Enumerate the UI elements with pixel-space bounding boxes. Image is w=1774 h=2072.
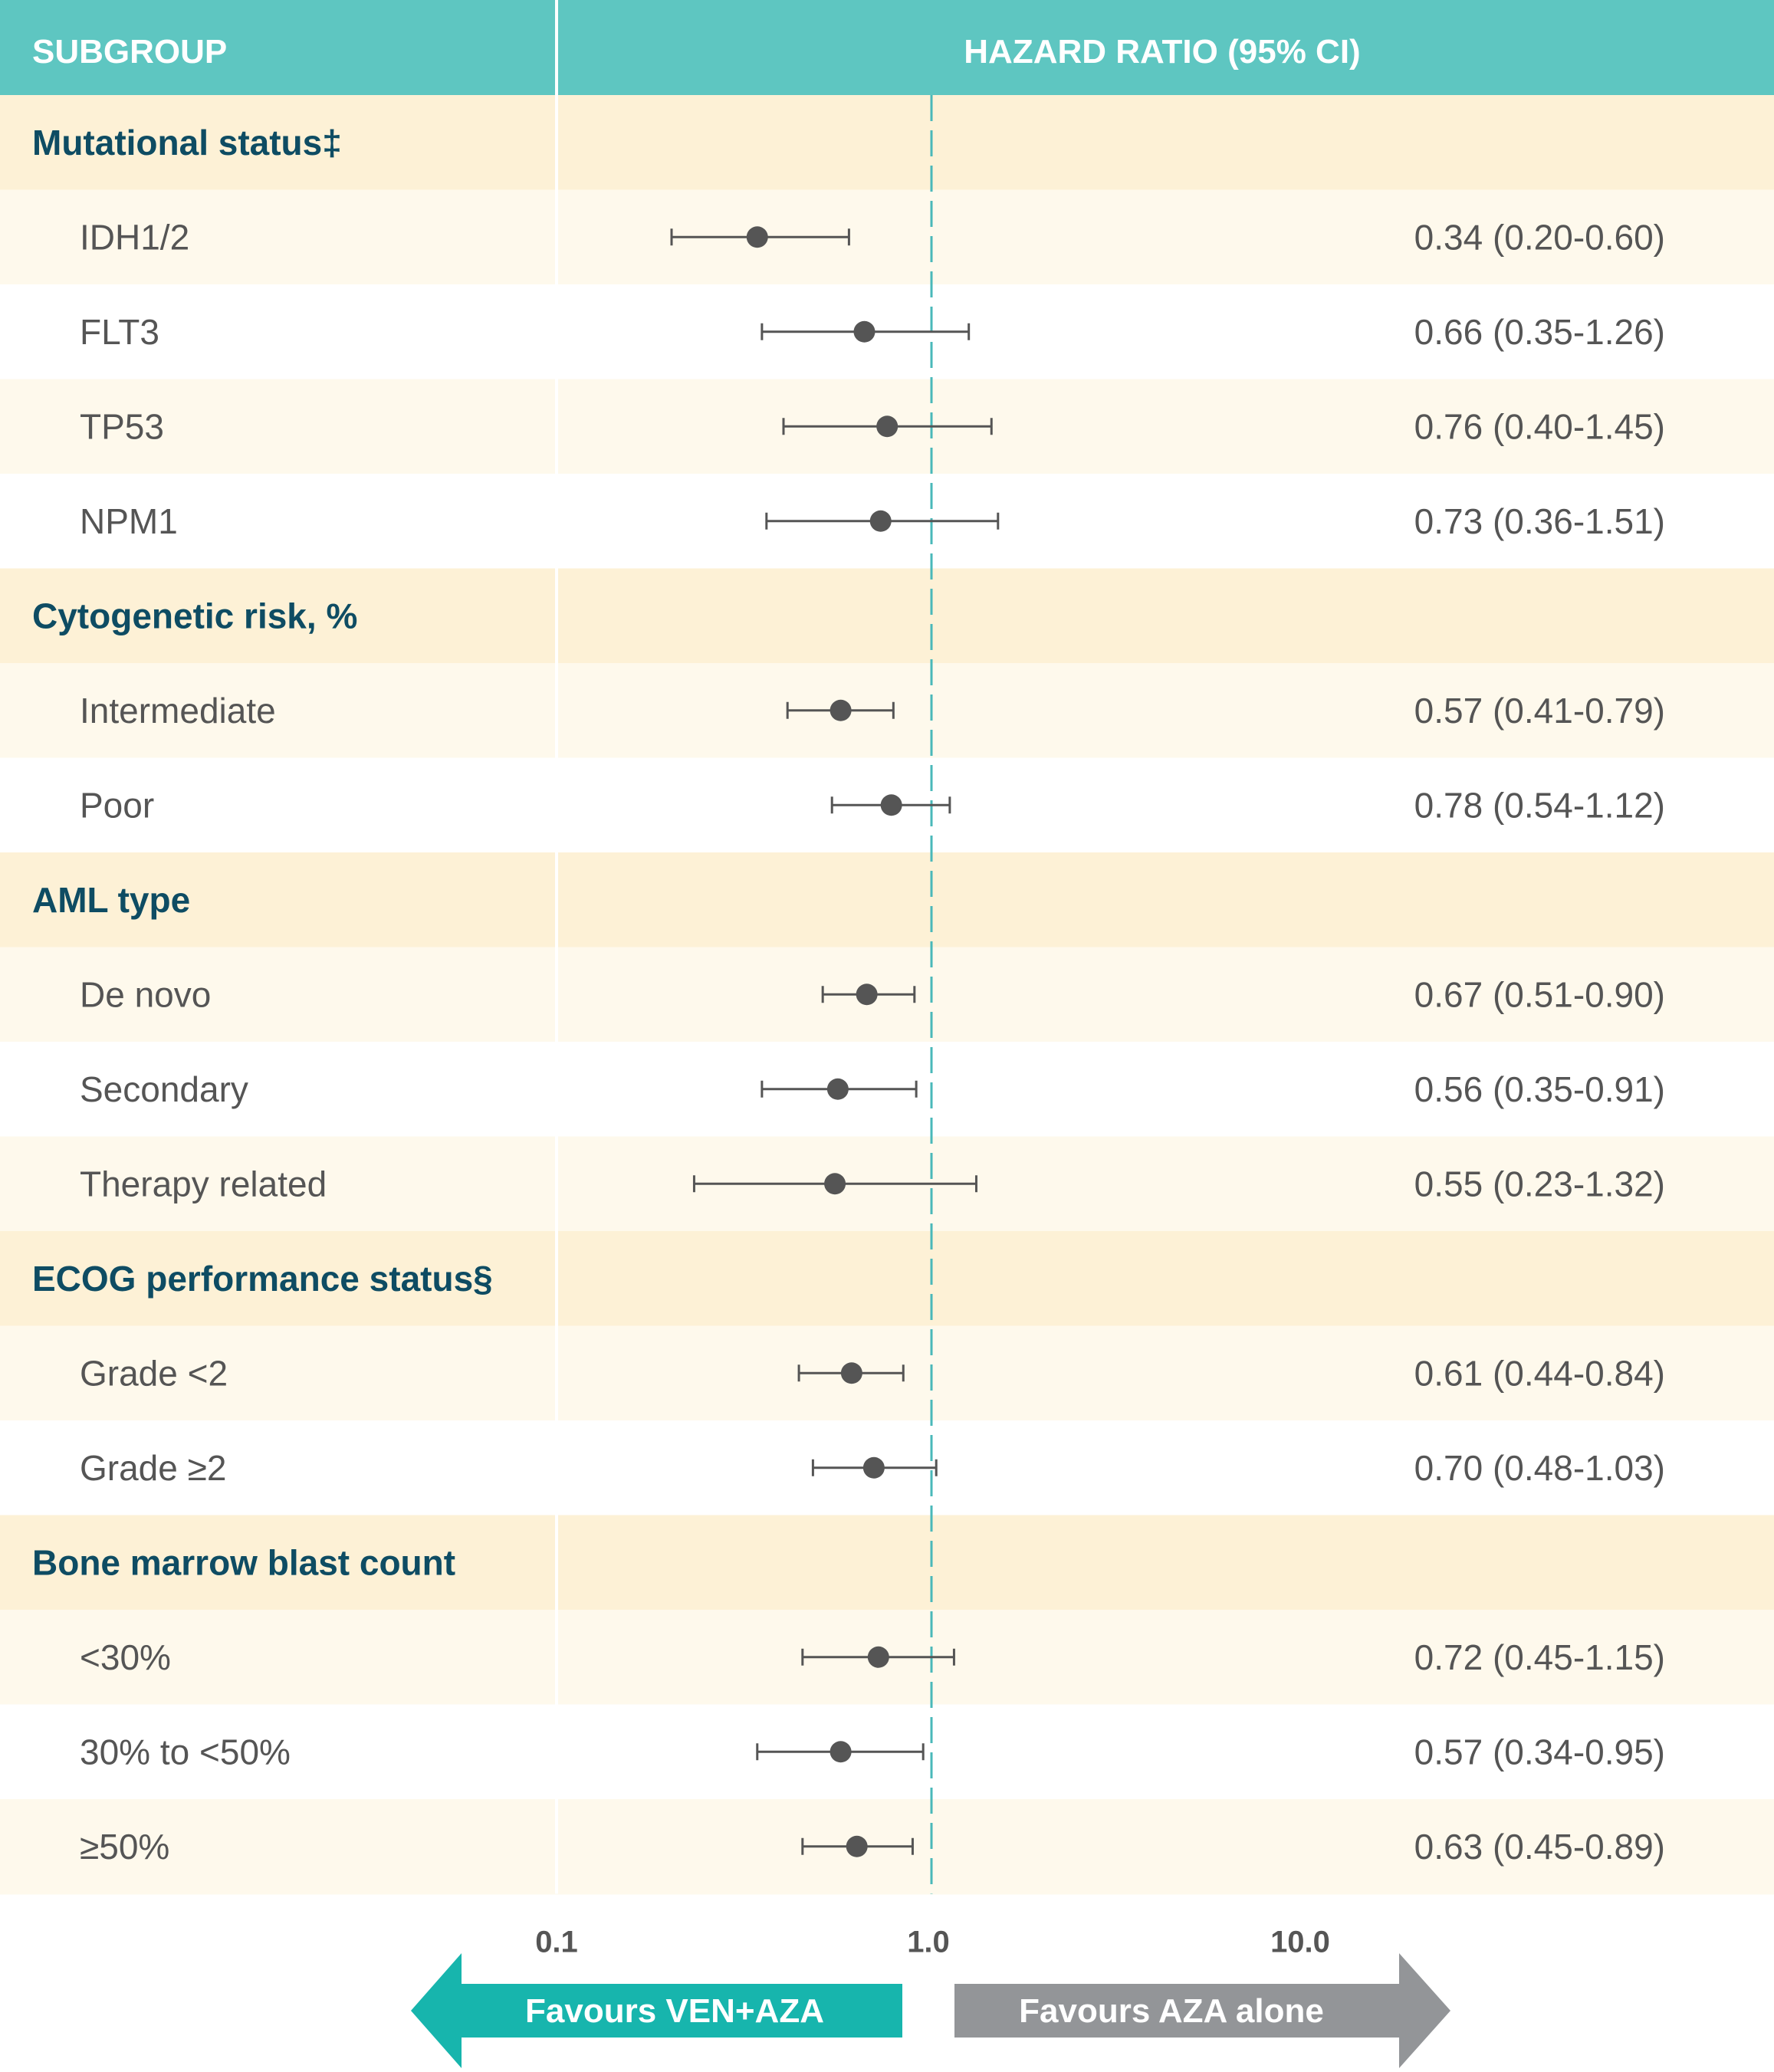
- hazard-ratio-value: 0.78 (0.54-1.12): [1414, 785, 1665, 825]
- subgroup-label: De novo: [80, 974, 211, 1014]
- hazard-ratio-point: [846, 1835, 868, 1857]
- hazard-ratio-point: [876, 415, 898, 438]
- hazard-ratio-value: 0.57 (0.41-0.79): [1414, 691, 1665, 731]
- hazard-ratio-value: 0.76 (0.40-1.45): [1414, 406, 1665, 446]
- hazard-ratio-value: 0.56 (0.35-0.91): [1414, 1069, 1665, 1109]
- subgroup-label: Grade ≥2: [80, 1448, 226, 1488]
- hazard-ratio-header: HAZARD RATIO (95% CI): [964, 33, 1360, 71]
- row-backgrounds: [0, 95, 1774, 1895]
- subgroup-label: IDH1/2: [80, 217, 189, 257]
- tick-label: 1.0: [907, 1926, 950, 1959]
- hazard-ratio-value: 0.55 (0.23-1.32): [1414, 1164, 1665, 1203]
- hazard-ratio-value: 0.61 (0.44-0.84): [1414, 1353, 1665, 1393]
- tick-label: 10.0: [1270, 1926, 1330, 1959]
- subgroup-label: Grade <2: [80, 1353, 228, 1393]
- subgroup-label: Intermediate: [80, 691, 276, 731]
- group-label: AML type: [32, 880, 190, 920]
- arrow-favours-aza-alone-label: Favours AZA alone: [1019, 1992, 1324, 2030]
- direction-arrows: Favours VEN+AZA Favours AZA alone: [411, 1953, 1450, 2068]
- hazard-ratio-value: 0.57 (0.34-0.95): [1414, 1732, 1665, 1772]
- subgroup-label: Secondary: [80, 1069, 248, 1109]
- group-label: Bone marrow blast count: [32, 1542, 455, 1582]
- group-label: Cytogenetic risk, %: [32, 596, 357, 635]
- hazard-ratio-value: 0.34 (0.20-0.60): [1414, 217, 1665, 257]
- hazard-ratio-point: [880, 794, 902, 816]
- group-row-background: [0, 1231, 1774, 1327]
- hazard-ratio-point: [830, 1741, 852, 1763]
- rows-layer: Mutational status‡ IDH1/2 0.34 (0.20-0.60)…: [32, 123, 1665, 1867]
- hazard-ratio-point: [869, 510, 892, 532]
- hazard-ratio-point: [867, 1646, 889, 1668]
- table-header: SUBGROUP HAZARD RATIO (95% CI): [0, 0, 1774, 95]
- subgroup-header: SUBGROUP: [32, 33, 227, 71]
- subgroup-label: FLT3: [80, 312, 159, 352]
- subgroup-label: NPM1: [80, 501, 178, 541]
- subgroup-label: TP53: [80, 406, 164, 446]
- header-background: [0, 0, 1774, 95]
- subgroup-label: Therapy related: [80, 1164, 327, 1203]
- arrow-favours-ven-aza: [411, 1953, 902, 2068]
- hazard-ratio-point: [826, 1078, 849, 1100]
- group-row-background: [0, 95, 1774, 191]
- hazard-ratio-point: [746, 226, 768, 248]
- hazard-ratio-point: [840, 1362, 862, 1384]
- hazard-ratio-point: [862, 1456, 885, 1479]
- hazard-ratio-point: [824, 1173, 846, 1195]
- hazard-ratio-value: 0.66 (0.35-1.26): [1414, 312, 1665, 352]
- group-row-background: [0, 852, 1774, 948]
- hazard-ratio-value: 0.63 (0.45-0.89): [1414, 1827, 1665, 1867]
- hazard-ratio-point: [853, 320, 876, 343]
- group-label: Mutational status‡: [32, 123, 342, 163]
- axis-ticks: 0.1 1.0 10.0: [535, 1926, 1330, 1959]
- hazard-ratio-value: 0.72 (0.45-1.15): [1414, 1637, 1665, 1677]
- hazard-ratio-value: 0.70 (0.48-1.03): [1414, 1448, 1665, 1488]
- subgroup-label: 30% to <50%: [80, 1732, 291, 1772]
- hazard-ratio-value: 0.67 (0.51-0.90): [1414, 974, 1665, 1014]
- hazard-ratio-point: [830, 699, 852, 721]
- arrow-favours-ven-aza-label: Favours VEN+AZA: [525, 1992, 824, 2030]
- subgroup-label: Poor: [80, 785, 154, 825]
- group-label: ECOG performance status§: [32, 1259, 493, 1299]
- subgroup-label: ≥50%: [80, 1827, 169, 1867]
- group-row-background: [0, 1515, 1774, 1611]
- tick-label: 0.1: [535, 1926, 578, 1959]
- hazard-ratio-value: 0.73 (0.36-1.51): [1414, 501, 1665, 541]
- arrow-favours-aza-alone: [954, 1953, 1450, 2068]
- subgroup-label: <30%: [80, 1637, 171, 1677]
- item-row-background: [0, 189, 1774, 285]
- hazard-ratio-point: [856, 983, 878, 1006]
- group-row-background: [0, 568, 1774, 664]
